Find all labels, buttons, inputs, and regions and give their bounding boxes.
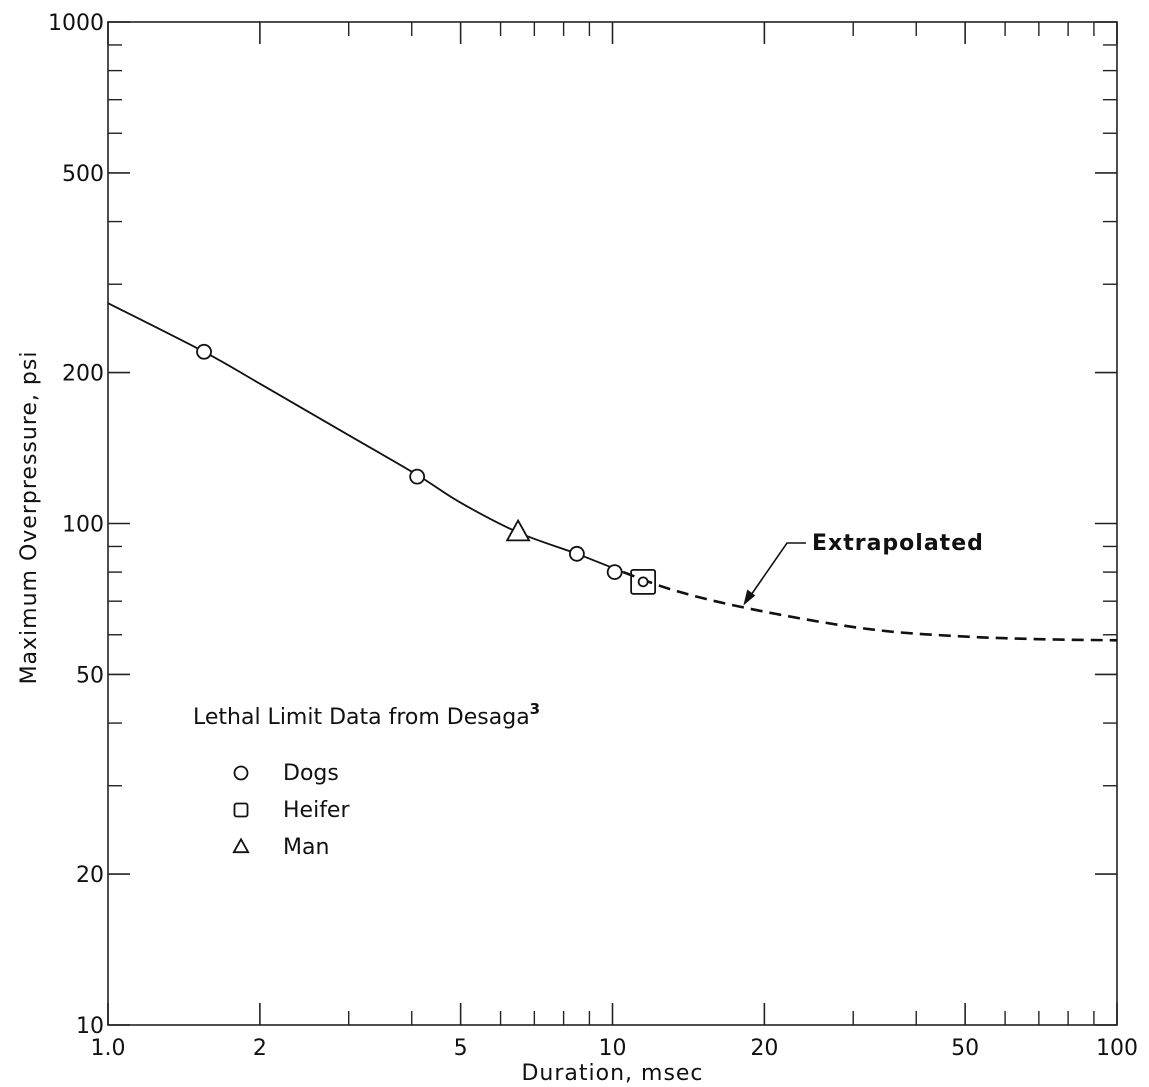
series-lines <box>107 302 1118 642</box>
data-point-dogs <box>568 545 585 562</box>
data-point-man <box>505 518 531 542</box>
data-point-dogs <box>409 468 426 485</box>
x-tick-label: 1.0 <box>91 1036 126 1061</box>
y-tick-label: 50 <box>76 663 104 688</box>
legend-marker-man <box>232 837 250 854</box>
y-tick-label: 10 <box>76 1014 104 1039</box>
x-tick-label: 100 <box>1096 1036 1138 1061</box>
x-tick-label: 10 <box>599 1036 627 1061</box>
data-point-heifer <box>630 568 657 595</box>
y-tick-label: 100 <box>62 513 104 538</box>
data-point-dogs <box>196 343 212 360</box>
x-tick-label: 50 <box>951 1036 979 1061</box>
data-point-dogs <box>606 564 623 581</box>
y-tick-label: 20 <box>76 863 104 888</box>
legend-marker-dogs <box>233 765 249 781</box>
y-tick-label: 500 <box>62 162 104 187</box>
legend-label-heifer: Heifer <box>283 798 350 823</box>
x-tick-label: 2 <box>253 1036 267 1061</box>
annotation-leader-line <box>748 542 806 598</box>
data-markers <box>196 343 657 595</box>
data-point-dogs <box>637 576 649 588</box>
y-tick-label: 200 <box>62 362 104 387</box>
x-tick-label: 5 <box>454 1036 468 1061</box>
extrapolated-annotation: Extrapolated <box>743 531 984 606</box>
legend-marker-heifer <box>233 802 249 818</box>
series-line-extrapolated <box>622 570 1118 642</box>
plot-frame <box>107 21 1118 1026</box>
x-axis-title: Duration, msec <box>521 1061 703 1086</box>
series-line-measured <box>107 302 624 573</box>
major-ticks <box>107 21 1118 1026</box>
annotation-label: Extrapolated <box>812 531 984 556</box>
legend-title: Lethal Limit Data from Desaga3 <box>193 700 540 730</box>
y-tick-label: 1000 <box>48 11 104 36</box>
tick-labels: 1.0 2 5 10 20 50 100 10 20 50 100 200 500 1000 <box>48 11 1138 1061</box>
y-axis-title: Maximum Overpressure, psi <box>17 351 42 685</box>
legend-title-superscript: 3 <box>530 700 540 718</box>
minor-ticks <box>108 22 1117 1025</box>
legend-title-text: Lethal Limit Data from Desaga <box>193 705 530 730</box>
legend-entries: Dogs Heifer Man <box>232 761 350 860</box>
annotation-arrowhead <box>743 589 756 606</box>
x-tick-label: 20 <box>750 1036 778 1061</box>
legend-label-man: Man <box>283 835 329 860</box>
legend: Lethal Limit Data from Desaga3 Dogs Heife… <box>193 700 540 860</box>
legend-label-dogs: Dogs <box>283 761 339 786</box>
